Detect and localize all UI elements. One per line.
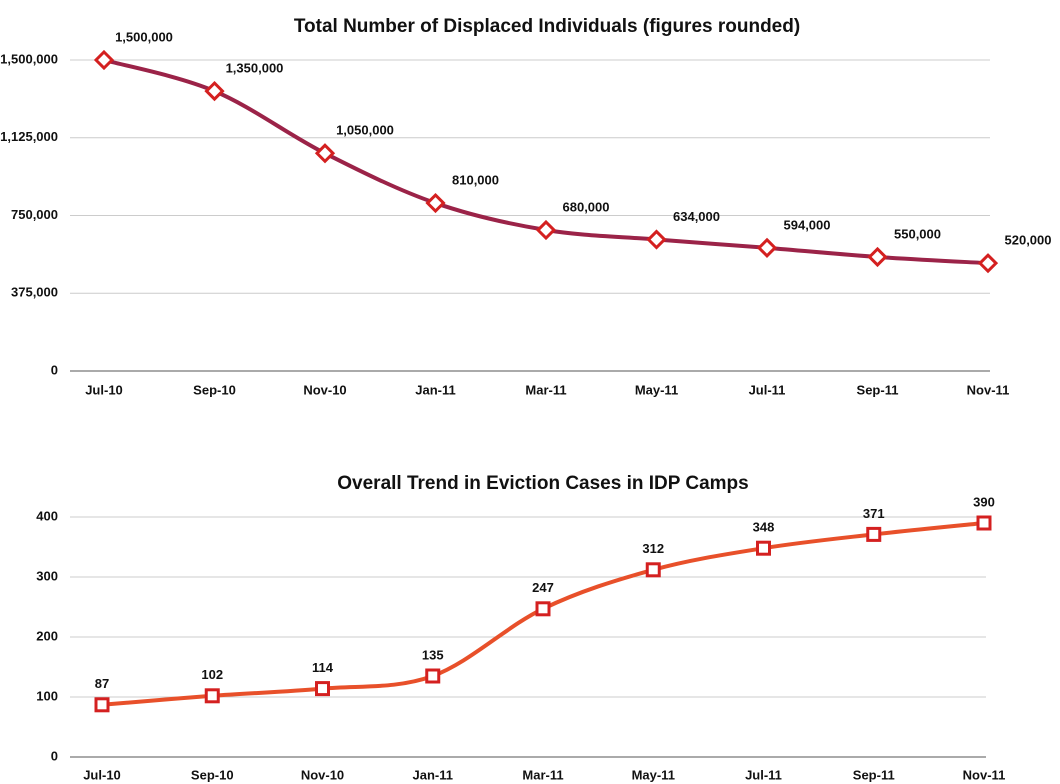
data-label: 247 [532,580,554,595]
data-label: 680,000 [563,199,610,214]
data-label: 634,000 [673,209,720,224]
data-label: 550,000 [894,226,941,241]
data-label: 1,350,000 [226,61,284,76]
y-tick-label: 200 [36,628,58,643]
marker [535,219,557,241]
marker [976,515,992,531]
marker [866,526,882,542]
marker [425,192,446,214]
x-tick-label: May-11 [635,382,678,397]
y-tick-label: 750,000 [11,207,58,222]
data-label: 135 [422,647,444,662]
x-tick-label: Nov-10 [303,382,346,397]
marker [204,688,220,704]
y-tick-label: 0 [51,748,58,763]
x-tick-label: Sep-11 [853,767,895,782]
x-tick-label: Nov-10 [301,767,344,782]
y-tick-label: 100 [36,688,58,703]
x-tick-label: Mar-11 [522,767,563,782]
x-tick-label: Nov-11 [963,767,1006,782]
marker [94,697,110,713]
data-label: 1,500,000 [115,29,173,44]
y-tick-label: 375,000 [11,285,58,300]
x-tick-label: Jul-10 [85,382,123,397]
marker [315,681,330,697]
x-tick-label: May-11 [632,767,675,782]
marker [314,143,336,164]
marker [977,253,999,274]
marker [756,237,778,258]
marker [646,229,667,250]
marker [93,49,115,71]
x-tick-label: Jul-11 [749,382,786,397]
y-tick-label: 400 [36,508,58,523]
x-tick-label: Sep-11 [857,382,899,397]
x-tick-label: Jul-10 [83,767,121,782]
data-label: 102 [201,667,223,682]
chart-title: Total Number of Displaced Individuals (f… [294,16,800,37]
y-tick-label: 1,125,000 [0,129,58,144]
x-tick-label: Sep-10 [191,767,234,782]
data-label: 371 [863,506,885,521]
data-label: 520,000 [1005,233,1052,248]
data-label: 114 [312,660,334,675]
x-tick-label: Jul-11 [745,767,782,782]
data-label: 1,050,000 [336,123,394,138]
marker [645,562,661,578]
marker [425,668,441,684]
data-label: 390 [973,494,995,509]
chart-title: Overall Trend in Eviction Cases in IDP C… [337,473,748,494]
x-tick-label: Jan-11 [415,382,455,397]
data-label: 348 [753,520,775,535]
x-tick-label: Sep-10 [193,382,236,397]
x-tick-label: Mar-11 [525,382,566,397]
data-label: 594,000 [784,217,831,232]
y-tick-label: 0 [51,362,58,377]
marker [756,540,771,556]
data-label: 810,000 [452,172,499,187]
x-tick-label: Jan-11 [413,767,453,782]
y-tick-label: 1,500,000 [0,51,58,66]
marker [204,80,225,102]
marker [867,246,888,268]
data-label: 312 [642,541,664,556]
data-label: 87 [95,676,109,691]
y-tick-label: 300 [36,568,58,583]
marker [535,601,551,617]
x-tick-label: Nov-11 [967,382,1010,397]
